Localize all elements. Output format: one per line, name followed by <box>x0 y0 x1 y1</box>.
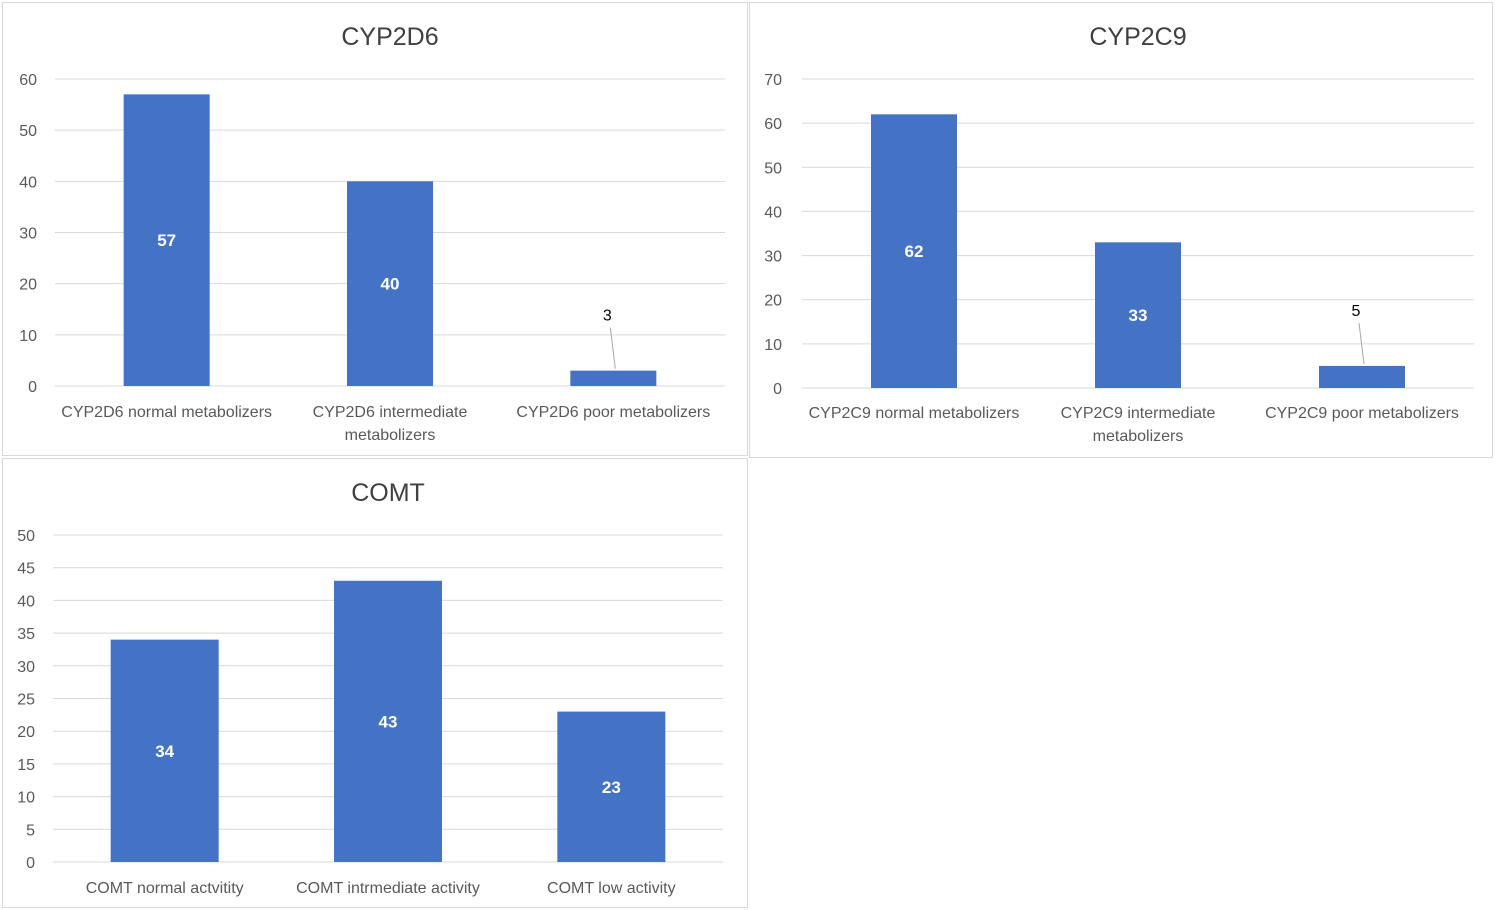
x-category-label: CYP2D6 poor metabolizers <box>516 404 710 421</box>
y-tick-label: 30 <box>764 249 782 266</box>
y-tick-label: 0 <box>773 381 782 398</box>
data-label: 43 <box>379 712 398 731</box>
x-category-label: COMT intrmediate activity <box>296 880 480 897</box>
bar <box>347 181 433 386</box>
bar <box>871 114 957 389</box>
data-label: 3 <box>603 308 612 325</box>
data-label: 5 <box>1352 303 1361 320</box>
y-tick-label: 5 <box>26 822 35 839</box>
x-category-label: CYP2D6 normal metabolizers <box>61 404 272 421</box>
bar <box>557 711 666 862</box>
bar <box>1319 365 1405 388</box>
chart-title: CYP2D6 <box>341 23 438 51</box>
y-tick-label: 10 <box>764 337 782 354</box>
chart-title: CYP2C9 <box>1089 23 1186 51</box>
bar <box>110 639 219 862</box>
data-label: 40 <box>381 275 400 294</box>
chart-title: COMT <box>351 479 425 507</box>
bar <box>570 370 657 386</box>
y-tick-label: 20 <box>19 277 37 294</box>
data-label-leader <box>609 327 616 369</box>
y-tick-label: 10 <box>17 790 35 807</box>
x-category-label: CYP2C9 intermediate metabolizers <box>1061 405 1216 445</box>
chart-panel-comt: COMT 0 5 10 15 20 25 30 35 40 45 50 34 COMT normal ac… <box>2 458 748 908</box>
chart-panel-cyp2c9: CYP2C9 0 10 20 30 40 50 60 70 62 CYP2C9 normal met… <box>749 2 1493 458</box>
y-tick-label: 30 <box>19 226 37 243</box>
bar <box>334 580 442 862</box>
y-tick-label: 50 <box>19 123 37 140</box>
y-tick-label: 0 <box>28 379 37 396</box>
chart-panel-cyp2d6: CYP2D6 0 10 20 30 40 50 60 57 CYP2D6 normal metab… <box>2 2 748 456</box>
y-tick-label: 0 <box>26 855 35 872</box>
x-category-label: CYP2C9 normal metabolizers <box>809 405 1020 422</box>
y-tick-label: 15 <box>17 757 35 774</box>
y-tick-label: 40 <box>17 593 35 610</box>
y-tick-label: 45 <box>17 561 35 578</box>
y-tick-label: 60 <box>764 116 782 133</box>
y-tick-label: 70 <box>764 72 782 89</box>
x-category-label: COMT low activity <box>547 880 676 897</box>
data-label: 33 <box>1129 306 1148 325</box>
bar <box>1095 242 1181 388</box>
y-tick-label: 40 <box>19 174 37 191</box>
x-category-label: COMT normal actvitity <box>86 880 244 897</box>
y-tick-label: 35 <box>17 626 35 643</box>
y-tick-label: 20 <box>17 724 35 741</box>
y-tick-label: 50 <box>17 528 35 545</box>
chart-svg-cyp2d6: CYP2D6 0 10 20 30 40 50 60 57 CYP2D6 normal metab… <box>19 23 725 444</box>
x-category-label: CYP2C9 poor metabolizers <box>1265 405 1459 422</box>
y-tick-label: 10 <box>19 328 37 345</box>
chart-svg-comt: COMT 0 5 10 15 20 25 30 35 40 45 50 34 COMT normal ac… <box>17 479 723 897</box>
data-label: 23 <box>602 778 621 797</box>
y-tick-label: 40 <box>764 204 782 221</box>
chart-svg-cyp2c9: CYP2C9 0 10 20 30 40 50 60 70 62 CYP2C9 normal met… <box>764 23 1474 445</box>
data-label: 34 <box>155 742 174 761</box>
y-tick-label: 60 <box>19 72 37 89</box>
x-category-label: CYP2D6 intermediate metabolizers <box>313 404 468 444</box>
y-tick-label: 20 <box>764 293 782 310</box>
y-tick-label: 30 <box>17 659 35 676</box>
y-tick-label: 50 <box>764 160 782 177</box>
data-label: 57 <box>157 231 176 250</box>
bar <box>123 94 210 386</box>
data-label: 62 <box>905 242 924 261</box>
y-tick-label: 25 <box>17 692 35 709</box>
data-label-leader <box>1358 322 1365 364</box>
